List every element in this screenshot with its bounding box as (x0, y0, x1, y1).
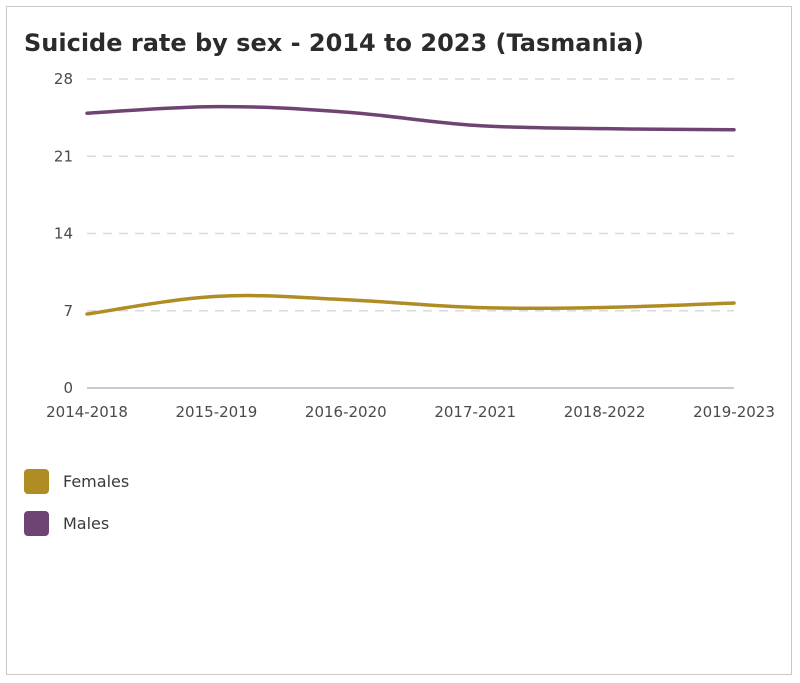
gridlines (87, 78, 734, 389)
series-lines (85, 104, 736, 316)
x-tick-label: 2014-2018 (46, 403, 128, 421)
x-tick-label: 2016-2020 (305, 403, 387, 421)
x-tick-label: 2017-2021 (434, 403, 516, 421)
legend-item-females[interactable]: Females (24, 468, 130, 494)
legend-item-males[interactable]: Males (24, 510, 129, 536)
x-tick-label: 2015-2019 (176, 403, 258, 421)
y-axis-ticks: 0 7 14 21 28 (54, 70, 73, 397)
y-tick-label: 28 (54, 70, 73, 88)
x-axis-ticks: 2014-2018 2015-2019 2016-2020 2017-2021 2018… (46, 403, 775, 421)
series-line-females[interactable] (85, 293, 736, 316)
legend-swatch-females (24, 468, 49, 494)
legend-swatch-males (24, 510, 49, 536)
chart-card: Suicide rate by sex - 2014 to 2023 (Tasm… (6, 6, 792, 675)
y-tick-label: 21 (54, 147, 73, 165)
line-chart: 0 7 14 21 28 2014-2018 2015-2019 2016-2020 2017… (46, 70, 775, 421)
y-tick-label: 14 (54, 225, 73, 243)
chart-title: Suicide rate by sex - 2014 to 2023 (Tasm… (24, 29, 644, 57)
series-line-males[interactable] (85, 104, 736, 132)
y-tick-label: 0 (63, 379, 73, 397)
legend-label-females: Females (63, 471, 130, 491)
x-tick-label: 2019-2023 (693, 403, 775, 421)
legend-label-males: Males (63, 513, 110, 533)
x-tick-label: 2018-2022 (564, 403, 646, 421)
legend: Females Males (24, 468, 130, 553)
y-tick-label: 7 (63, 302, 73, 320)
